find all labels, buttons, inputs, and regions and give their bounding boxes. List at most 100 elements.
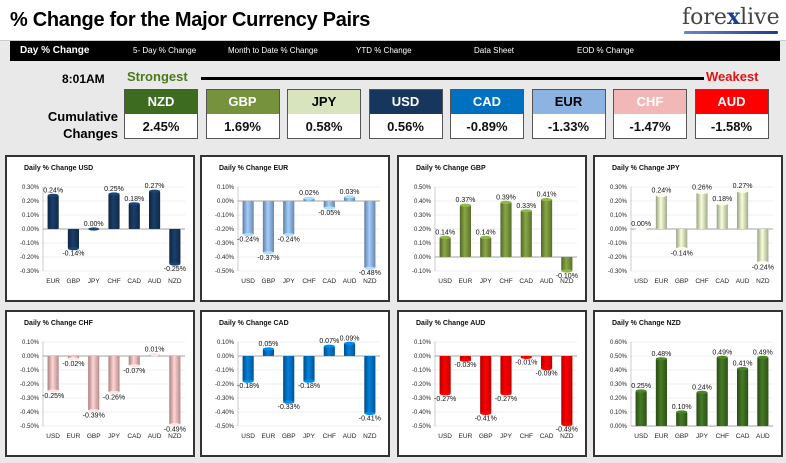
data-label: -0.33% — [278, 404, 300, 411]
x-tick-label: USD — [241, 433, 255, 440]
x-tick-label: USD — [634, 278, 648, 285]
cumulative-changes-label: Cumulative Changes — [40, 108, 118, 142]
y-tick-label: -0.50% — [215, 269, 235, 275]
x-tick-label: CHF — [323, 433, 336, 440]
y-tick-label: -0.40% — [215, 255, 235, 261]
data-label: -0.18% — [298, 383, 320, 390]
y-tick-label: 0.40% — [610, 368, 628, 374]
data-label: 0.24% — [651, 187, 671, 194]
bar — [242, 201, 254, 235]
x-tick-label: EUR — [655, 433, 669, 440]
page-title: % Change for the Major Currency Pairs — [10, 9, 371, 31]
currency-box-usd: USD 0.56% — [368, 89, 443, 139]
x-tick-label: JPY — [283, 278, 296, 285]
bar-cap — [364, 411, 376, 415]
bar-cap — [757, 355, 769, 359]
bar-cap — [520, 209, 532, 213]
bar-chart: 0.30%0.20%0.10%0.00%-0.10%-0.20%-0.30%0.… — [20, 183, 186, 285]
data-label: -0.26% — [103, 394, 125, 401]
x-tick-label: NZD — [168, 433, 182, 440]
bar — [757, 357, 769, 426]
data-label: -0.24% — [278, 237, 300, 244]
chart-title: Daily % Change CHF — [24, 320, 93, 327]
bar — [108, 356, 120, 393]
x-tick-label: GBP — [282, 433, 296, 440]
y-tick-label: -0.50% — [215, 424, 235, 430]
logo-text-x: x — [726, 4, 741, 30]
x-tick-label: EUR — [459, 278, 473, 285]
nav-eod-change[interactable]: EOD % Change — [577, 46, 634, 55]
cumulative-label-line-1: Cumulative — [47, 109, 118, 124]
bar — [303, 356, 315, 382]
bar — [323, 346, 335, 356]
data-label: -0.14% — [671, 251, 693, 258]
y-tick-label: -0.10% — [20, 241, 40, 247]
x-tick-label: CHF — [302, 278, 315, 285]
nav-data-sheet[interactable]: Data Sheet — [474, 46, 515, 55]
bar — [500, 202, 512, 257]
y-tick-label: 0.20% — [610, 396, 628, 402]
data-label: 0.25% — [104, 186, 124, 193]
bar-cap — [736, 189, 749, 193]
data-label: -0.07% — [123, 368, 145, 375]
y-tick-label: -0.30% — [608, 269, 628, 275]
bar — [500, 356, 512, 394]
y-tick-label: 0.60% — [610, 340, 628, 346]
y-tick-label: 0.00% — [217, 354, 235, 360]
y-tick-label: -0.10% — [412, 368, 432, 374]
currency-value: 0.56% — [387, 119, 424, 134]
x-tick-label: GBP — [67, 278, 81, 285]
y-tick-label: -0.50% — [412, 424, 432, 430]
nav-ytd-change[interactable]: YTD % Change — [356, 46, 412, 55]
nav-month-to-date[interactable]: Month to Date % Change — [228, 46, 318, 55]
x-tick-label: AUD — [343, 278, 357, 285]
bar — [169, 229, 181, 264]
currency-value: -0.89% — [466, 119, 508, 134]
bar-cap — [540, 198, 553, 202]
bar — [47, 195, 59, 229]
data-label: 0.09% — [340, 335, 360, 342]
bar — [655, 195, 668, 229]
data-label: -0.27% — [495, 396, 517, 403]
logo-text-b: live — [740, 5, 780, 30]
bar — [561, 356, 573, 425]
bar-cap — [242, 233, 254, 237]
bar-cap — [439, 235, 451, 239]
nav-5day-change[interactable]: 5- Day % Change — [133, 46, 197, 55]
bar — [480, 237, 492, 257]
x-tick-label: EUR — [67, 433, 81, 440]
chart-title: Daily % Change JPY — [612, 165, 680, 172]
data-label: 0.00% — [84, 221, 104, 228]
data-label: -0.24% — [752, 265, 774, 272]
data-label: 0.14% — [476, 229, 496, 236]
bar — [262, 349, 275, 356]
bar-cap — [676, 247, 688, 251]
x-tick-label: CAD — [736, 433, 750, 440]
y-tick-label: 0.10% — [217, 340, 235, 346]
bar-cap — [480, 235, 492, 239]
y-tick-label: -0.20% — [412, 382, 432, 388]
logo-text-a: fore — [682, 5, 727, 30]
bar-chart: 0.30%0.20%0.10%0.00%-0.10%-0.20%-0.30%0.… — [608, 183, 774, 285]
x-tick-label: CAD — [127, 278, 141, 285]
nav-day-change[interactable]: Day % Change — [20, 45, 90, 56]
y-tick-label: -0.20% — [215, 382, 235, 388]
forexlive-logo[interactable]: forexlive — [672, 4, 780, 38]
y-tick-label: 0.20% — [22, 199, 40, 205]
y-tick-label: 0.00% — [22, 354, 40, 360]
data-label: 0.48% — [651, 351, 671, 358]
x-tick-label: GBP — [675, 278, 689, 285]
bar-cap — [676, 410, 688, 414]
bar — [148, 191, 161, 229]
data-label: -0.37% — [257, 255, 279, 262]
bar-cap — [696, 390, 708, 394]
bar-chart: 0.10% 0.00% -0.10% -0.20% -0.30% -0.40% -0.50%… — [215, 335, 381, 440]
bar-cap — [303, 379, 315, 383]
bar — [323, 201, 335, 208]
data-label: -0.39% — [83, 413, 105, 420]
weakest-label: Weakest — [706, 69, 759, 84]
data-label: 0.10% — [672, 404, 692, 411]
x-tick-label: AUD — [540, 278, 554, 285]
bar — [169, 356, 181, 425]
currency-value: -1.47% — [629, 119, 671, 134]
